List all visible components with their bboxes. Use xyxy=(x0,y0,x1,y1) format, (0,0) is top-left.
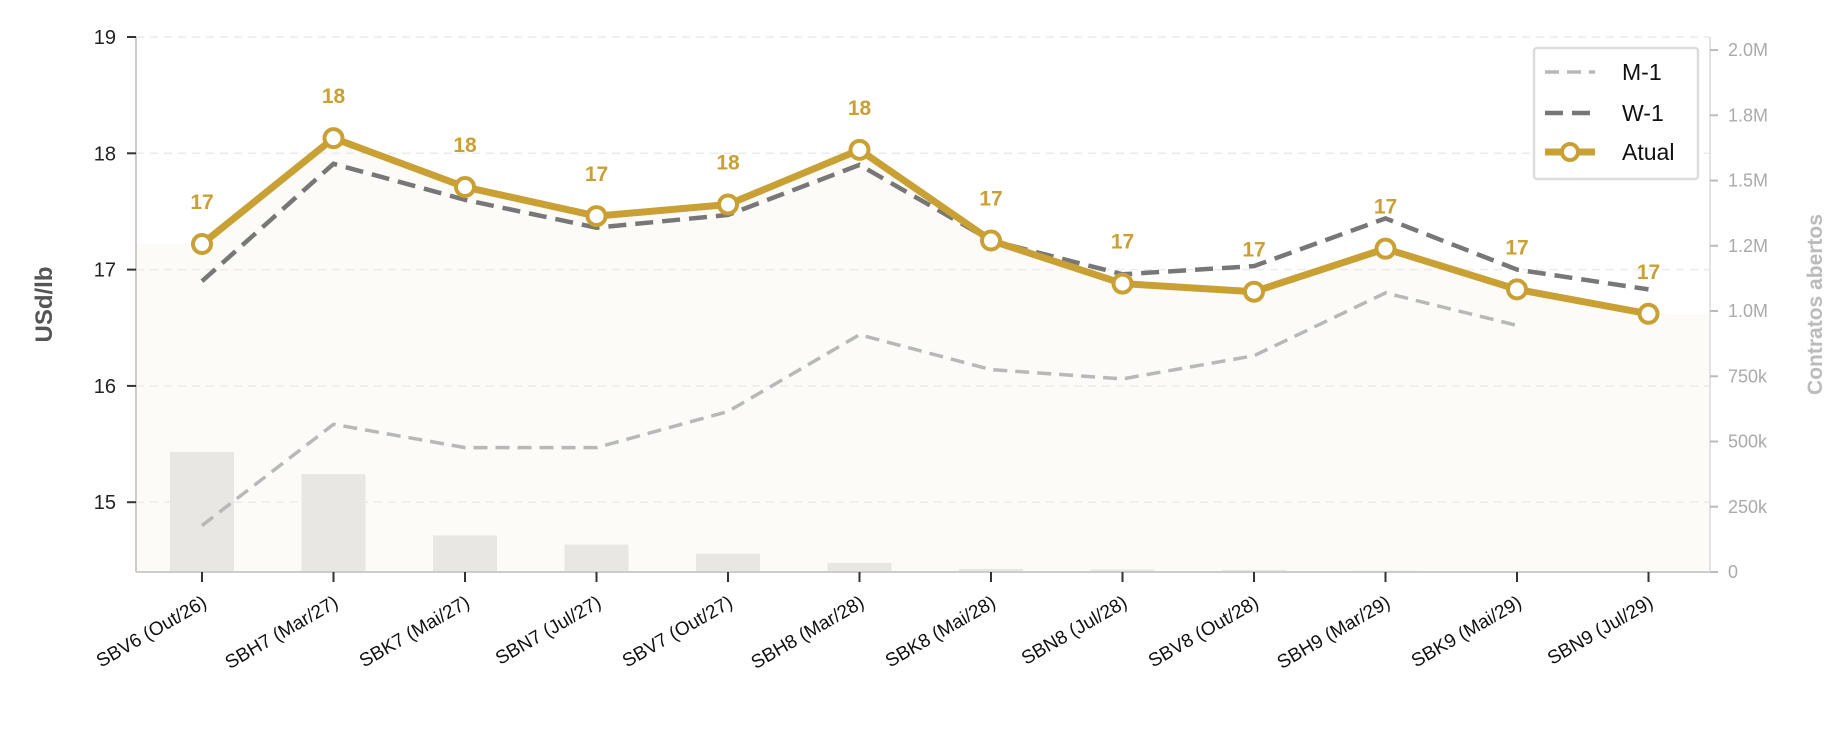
y2-tick-label: 500k xyxy=(1728,432,1768,452)
y-axis-title: USd/lb xyxy=(31,267,58,343)
open-interest-bar xyxy=(1222,569,1286,572)
y2-tick-label: 1.5M xyxy=(1728,171,1768,191)
series-point-atual xyxy=(1111,272,1134,295)
y-tick-label: 15 xyxy=(94,492,116,514)
data-label: 17 xyxy=(1637,261,1660,284)
open-interest-bar xyxy=(564,544,629,572)
open-interest-bar xyxy=(696,553,760,572)
y2-tick-label: 750k xyxy=(1728,366,1768,386)
data-label: 17 xyxy=(979,188,1002,211)
open-interest-bar xyxy=(170,451,234,572)
y2-tick-label: 250k xyxy=(1728,497,1768,517)
data-label: 18 xyxy=(848,97,872,120)
x-tick-label: SBN7 (Jul/27) xyxy=(492,592,605,669)
x-tick-label: SBV7 (Out/27) xyxy=(619,592,737,672)
data-label: 17 xyxy=(585,163,608,186)
background-band xyxy=(136,138,1710,572)
data-label: 18 xyxy=(716,151,740,174)
series-point-atual xyxy=(717,193,739,216)
series-point-atual xyxy=(1243,280,1265,303)
legend-label: Atual xyxy=(1622,139,1674,165)
y2-tick-label: 1.2M xyxy=(1728,236,1768,256)
data-label: 18 xyxy=(322,85,346,108)
y-tick-label: 17 xyxy=(94,260,116,282)
open-interest-bar xyxy=(1090,569,1155,572)
series-point-atual xyxy=(1637,302,1660,325)
x-tick-label: SBK7 (Mai/27) xyxy=(356,592,473,672)
data-label: 18 xyxy=(453,134,477,157)
x-tick-label: SBH7 (Mar/27) xyxy=(222,592,342,674)
y-tick-label: 18 xyxy=(94,143,116,165)
data-label: 17 xyxy=(1111,231,1134,254)
series-point-atual xyxy=(1374,237,1397,260)
data-label: 17 xyxy=(1374,196,1397,219)
series-point-atual xyxy=(322,127,345,150)
series-line-m-1 xyxy=(200,291,1518,527)
x-tick-label: SBH8 (Mar/28) xyxy=(748,592,868,674)
series-line-w-1 xyxy=(200,161,1649,292)
open-interest-bar xyxy=(433,535,497,572)
data-label: 17 xyxy=(1242,239,1265,262)
y2-axis-title: Contratos abertos xyxy=(1804,214,1827,395)
y2-tick-label: 1.8M xyxy=(1728,105,1768,125)
series-point-atual xyxy=(585,205,608,228)
data-label: 17 xyxy=(1505,236,1528,259)
data-label: 17 xyxy=(190,191,213,214)
series-line-atual xyxy=(199,134,1650,318)
x-tick-label: SBN9 (Jul/29) xyxy=(1544,592,1657,669)
y-tick-label: 16 xyxy=(94,376,116,398)
y2-tick-label: 1.0M xyxy=(1728,301,1768,321)
x-tick-label: SBK9 (Mai/29) xyxy=(1408,592,1525,672)
open-interest-bar xyxy=(959,568,1023,572)
y2-tick-label: 2.0M xyxy=(1728,40,1768,60)
series-point-atual xyxy=(1506,278,1528,301)
legend-marker xyxy=(1560,142,1580,162)
x-tick-label: SBK8 (Mai/28) xyxy=(882,592,999,672)
x-tick-label: SBN8 (Jul/28) xyxy=(1018,592,1131,669)
open-interest-bar xyxy=(301,474,366,572)
x-tick-label: SBV6 (Out/26) xyxy=(93,592,211,672)
x-tick-label: SBH9 (Mar/29) xyxy=(1274,592,1394,674)
legend: M-1 W-1 Atual xyxy=(1532,46,1700,181)
series-point-atual xyxy=(848,138,871,161)
y2-tick-label: 0 xyxy=(1728,562,1738,582)
legend-label: W-1 xyxy=(1622,100,1664,126)
legend-label: M-1 xyxy=(1622,59,1662,85)
series-point-atual xyxy=(454,176,476,199)
series-point-atual xyxy=(980,229,1002,252)
series-point-atual xyxy=(191,233,213,256)
open-interest-bar xyxy=(827,562,892,572)
y-tick-label: 19 xyxy=(94,27,116,49)
x-tick-label: SBV8 (Out/28) xyxy=(1145,592,1263,672)
